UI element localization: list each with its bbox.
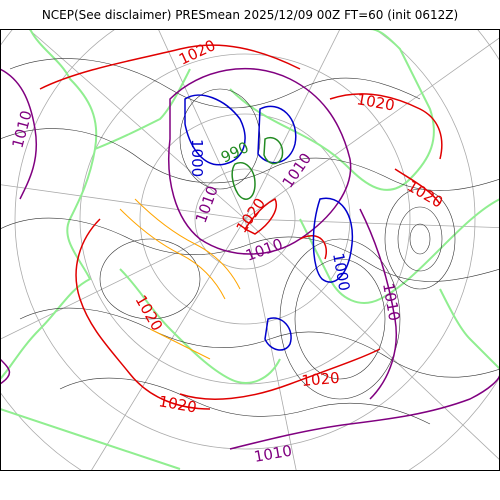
isobar-1020-ne — [329, 93, 443, 160]
isobar-990-low — [231, 162, 256, 200]
isobar-ring — [397, 206, 443, 272]
latitude-circle — [79, 53, 411, 385]
pressure-map: 1020 1000 1010 990 1020 1010 1020 1010 1… — [0, 29, 500, 471]
coastline-arctic-canada — [94, 68, 191, 150]
isobar-1010 — [0, 67, 500, 450]
orange-isobars — [119, 198, 241, 360]
coastline-americas — [0, 29, 98, 380]
isobar-1010-south — [229, 373, 500, 450]
isobar-990-low2 — [263, 137, 284, 165]
isobar-1020-center — [243, 197, 277, 235]
isobar-1010-west — [0, 68, 38, 200]
isobar-line — [149, 328, 211, 360]
meridian-line — [27, 29, 246, 220]
isobar-1000 — [184, 94, 354, 351]
isobar-1010-arctic — [168, 67, 352, 255]
isobar-1010-southwest — [0, 358, 11, 385]
isobar-1020-europe — [75, 218, 211, 410]
map-title: NCEP(See disclaimer) PRESmean 2025/12/09… — [41, 8, 459, 22]
isobar-1000-south — [264, 317, 292, 351]
coastline-pacific — [439, 288, 500, 370]
meridian-line — [244, 29, 341, 220]
isobar-1000-nw — [184, 94, 246, 166]
isobar-1020-asia — [299, 235, 327, 260]
map-background — [0, 29, 500, 471]
isobar-1010-east — [359, 208, 397, 400]
meridian-line — [0, 218, 246, 340]
isobar-label: 1000 — [188, 139, 206, 177]
isobar-ring — [409, 223, 431, 255]
meridian-line — [0, 184, 246, 220]
meridian-line — [244, 218, 500, 461]
meridian-line — [244, 218, 500, 229]
graticule — [0, 29, 500, 471]
isobar-1020 — [39, 44, 443, 410]
isobar-1000-east — [312, 197, 354, 283]
isobar-1020-north — [39, 44, 301, 90]
isobar-line — [0, 128, 500, 191]
isobar-1000-arctic — [257, 105, 297, 164]
isobar-1020-east — [394, 168, 441, 205]
isobar-line — [119, 208, 226, 300]
coastline-europe — [119, 268, 281, 384]
coastline-south — [0, 408, 181, 470]
isobar-line — [19, 307, 500, 378]
isobar-line — [59, 377, 431, 425]
isobar-1020-south — [179, 348, 381, 400]
isobar-ring — [179, 88, 261, 190]
meridian-line — [244, 218, 297, 471]
isobar-line — [0, 217, 500, 282]
isobar-ring — [294, 258, 386, 380]
latitude-circle — [194, 168, 296, 270]
coastline-asia-east — [299, 198, 500, 304]
isobar-line — [134, 198, 241, 290]
isobar-ring — [99, 238, 201, 320]
latitude-circle — [14, 29, 476, 450]
isobar-ring — [384, 188, 456, 290]
isobar-label: 1020 — [301, 369, 341, 390]
meridian-line — [244, 36, 500, 220]
meridian-line — [157, 29, 246, 220]
isobar-990 — [231, 137, 284, 200]
